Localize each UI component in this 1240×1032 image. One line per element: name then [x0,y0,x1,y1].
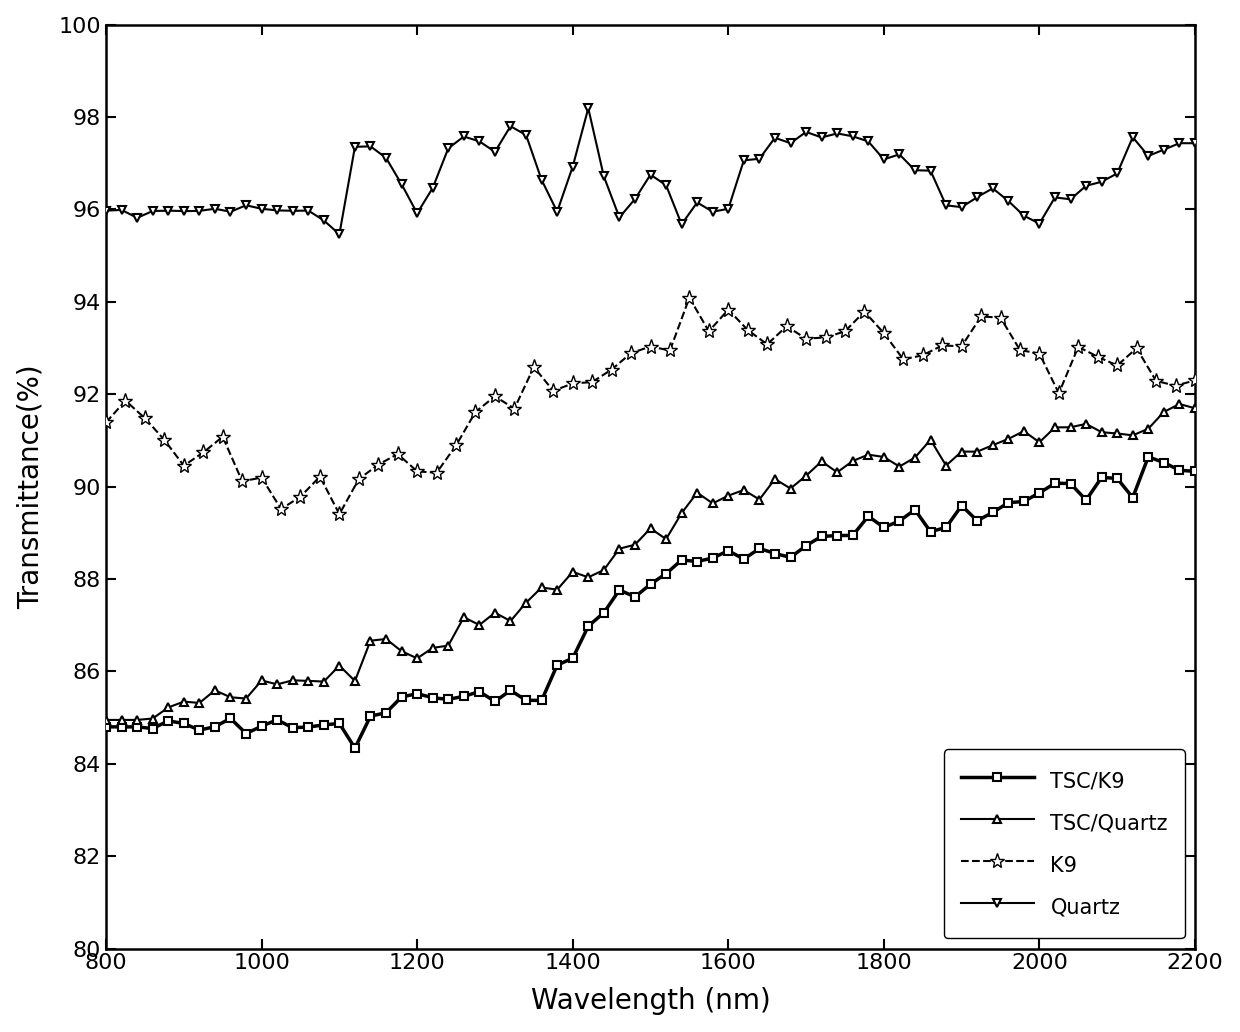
K9 [99,416,114,428]
Line: Quartz: Quartz [102,104,1199,238]
Quartz [99,204,114,217]
TSC/Quartz [923,433,937,446]
K9 [138,412,153,424]
TSC/Quartz [627,539,642,551]
K9 [409,465,424,478]
Quartz [1157,143,1172,156]
Quartz [1110,167,1125,180]
TSC/K9 [130,720,145,733]
Quartz [658,179,673,191]
TSC/K9 [644,578,658,590]
TSC/K9 [768,547,782,559]
Legend: TSC/K9, TSC/Quartz, K9, Quartz: TSC/K9, TSC/Quartz, K9, Quartz [944,749,1184,938]
TSC/Quartz [99,714,114,727]
K9 [585,376,600,388]
Quartz [784,137,799,150]
TSC/Quartz [1125,429,1140,442]
TSC/Quartz [130,714,145,727]
Y-axis label: Transmittance(%): Transmittance(%) [16,364,45,609]
TSC/K9 [1141,451,1156,463]
K9 [877,327,892,340]
TSC/Quartz [1172,397,1187,410]
Quartz [580,102,595,115]
K9 [157,433,172,446]
TSC/K9 [99,720,114,733]
Quartz [130,212,145,224]
K9 [682,291,697,303]
TSC/Quartz [751,493,766,506]
Line: TSC/K9: TSC/K9 [102,453,1199,752]
Quartz [254,202,269,215]
Quartz [1188,137,1203,150]
Line: K9: K9 [98,290,1203,522]
X-axis label: Wavelength (nm): Wavelength (nm) [531,988,770,1015]
K9 [332,508,347,520]
TSC/Quartz [1188,402,1203,415]
K9 [1188,375,1203,387]
K9 [895,353,910,365]
Quartz [332,228,347,240]
TSC/K9 [1094,472,1109,484]
TSC/K9 [254,720,269,733]
Line: TSC/Quartz: TSC/Quartz [102,399,1199,724]
TSC/K9 [1188,465,1203,478]
TSC/K9 [1157,456,1172,469]
TSC/K9 [347,742,362,754]
TSC/Quartz [409,652,424,665]
